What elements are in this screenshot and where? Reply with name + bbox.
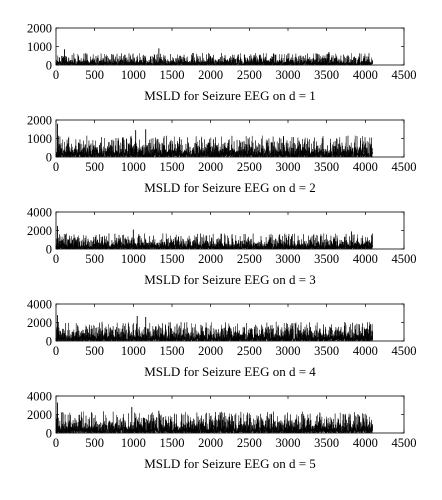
x-tick-label: 2000 [198, 68, 223, 82]
y-tick-label: 1000 [27, 132, 52, 146]
x-tick-label: 500 [85, 68, 104, 82]
x-tick-label: 500 [85, 344, 104, 358]
x-tick-label: 1000 [121, 160, 146, 174]
x-tick-label: 0 [53, 160, 59, 174]
x-axis-label: MSLD for Seizure EEG on d = 3 [144, 272, 316, 287]
x-tick-label: 1500 [160, 68, 185, 82]
x-tick-label: 2500 [237, 436, 262, 450]
subplot-1: 0 500 1000 1500 2000 2500 3000 3500 4000 45000100… [27, 22, 417, 104]
x-tick-label: 4500 [392, 344, 417, 358]
x-tick-label: 3500 [314, 252, 339, 266]
x-tick-label: 2500 [237, 344, 262, 358]
x-tick-label: 1000 [121, 344, 146, 358]
x-tick-label: 2000 [198, 436, 223, 450]
x-tick-label: 1000 [121, 68, 146, 82]
x-tick-label: 4500 [392, 252, 417, 266]
y-tick-label: 4000 [27, 298, 52, 312]
x-axis-label: MSLD for Seizure EEG on d = 4 [144, 364, 316, 379]
x-axis-label: MSLD for Seizure EEG on d = 5 [144, 456, 316, 471]
subplot-3: 0 500 1000 1500 2000 2500 3000 3500 4000 45000200… [27, 206, 417, 288]
x-tick-label: 1000 [121, 252, 146, 266]
y-tick-label: 0 [46, 59, 52, 73]
x-tick-label: 500 [85, 436, 104, 450]
x-tick-label: 1000 [121, 436, 146, 450]
x-axis-label: MSLD for Seizure EEG on d = 1 [144, 88, 316, 103]
signal-trace-d1 [55, 53, 373, 66]
x-tick-label: 3500 [314, 344, 339, 358]
y-tick-label: 2000 [27, 114, 52, 128]
x-tick-label: 3000 [276, 160, 301, 174]
x-tick-label: 2000 [198, 344, 223, 358]
x-tick-label: 3500 [314, 436, 339, 450]
x-tick-label: 3500 [314, 160, 339, 174]
y-tick-label: 2000 [27, 316, 52, 330]
x-tick-label: 2500 [237, 68, 262, 82]
x-tick-label: 1500 [160, 436, 185, 450]
y-tick-label: 1000 [27, 40, 52, 54]
x-tick-label: 2000 [198, 160, 223, 174]
x-tick-label: 3000 [276, 436, 301, 450]
x-tick-label: 500 [85, 252, 104, 266]
x-tick-label: 4000 [353, 68, 378, 82]
y-tick-label: 0 [46, 243, 52, 257]
x-tick-label: 1500 [160, 160, 185, 174]
y-tick-label: 4000 [27, 390, 52, 404]
x-tick-label: 3000 [276, 344, 301, 358]
signal-trace-d2 [55, 135, 373, 158]
x-tick-label: 4000 [353, 160, 378, 174]
x-tick-label: 0 [53, 252, 59, 266]
x-tick-label: 4500 [392, 160, 417, 174]
x-tick-label: 3000 [276, 68, 301, 82]
signal-trace-d5 [55, 411, 373, 434]
x-tick-label: 2000 [198, 252, 223, 266]
signal-trace-d4 [55, 321, 373, 342]
y-tick-label: 0 [46, 427, 52, 441]
x-tick-label: 4500 [392, 436, 417, 450]
x-tick-label: 4500 [392, 68, 417, 82]
y-tick-label: 4000 [27, 206, 52, 220]
y-tick-label: 2000 [27, 22, 52, 36]
x-tick-label: 2500 [237, 160, 262, 174]
x-tick-label: 500 [85, 160, 104, 174]
x-tick-label: 1500 [160, 252, 185, 266]
x-tick-label: 0 [53, 436, 59, 450]
x-tick-label: 3500 [314, 68, 339, 82]
x-tick-label: 1500 [160, 344, 185, 358]
y-tick-label: 2000 [27, 224, 52, 238]
x-tick-label: 4000 [353, 344, 378, 358]
subplot-4: 0 500 1000 1500 2000 2500 3000 3500 4000 45000200… [27, 298, 417, 380]
x-tick-label: 3000 [276, 252, 301, 266]
y-tick-label: 2000 [27, 408, 52, 422]
x-tick-label: 0 [53, 344, 59, 358]
y-tick-label: 0 [46, 335, 52, 349]
subplot-2: 0 500 1000 1500 2000 2500 3000 3500 4000 45000100… [27, 114, 417, 196]
subplot-5: 0 500 1000 1500 2000 2500 3000 3500 4000 45000200… [27, 390, 417, 472]
x-tick-label: 2500 [237, 252, 262, 266]
x-axis-label: MSLD for Seizure EEG on d = 2 [144, 180, 316, 195]
y-tick-label: 0 [46, 151, 52, 165]
x-tick-label: 0 [53, 68, 59, 82]
signal-trace-d3 [55, 233, 373, 250]
x-tick-label: 4000 [353, 252, 378, 266]
x-tick-label: 4000 [353, 436, 378, 450]
